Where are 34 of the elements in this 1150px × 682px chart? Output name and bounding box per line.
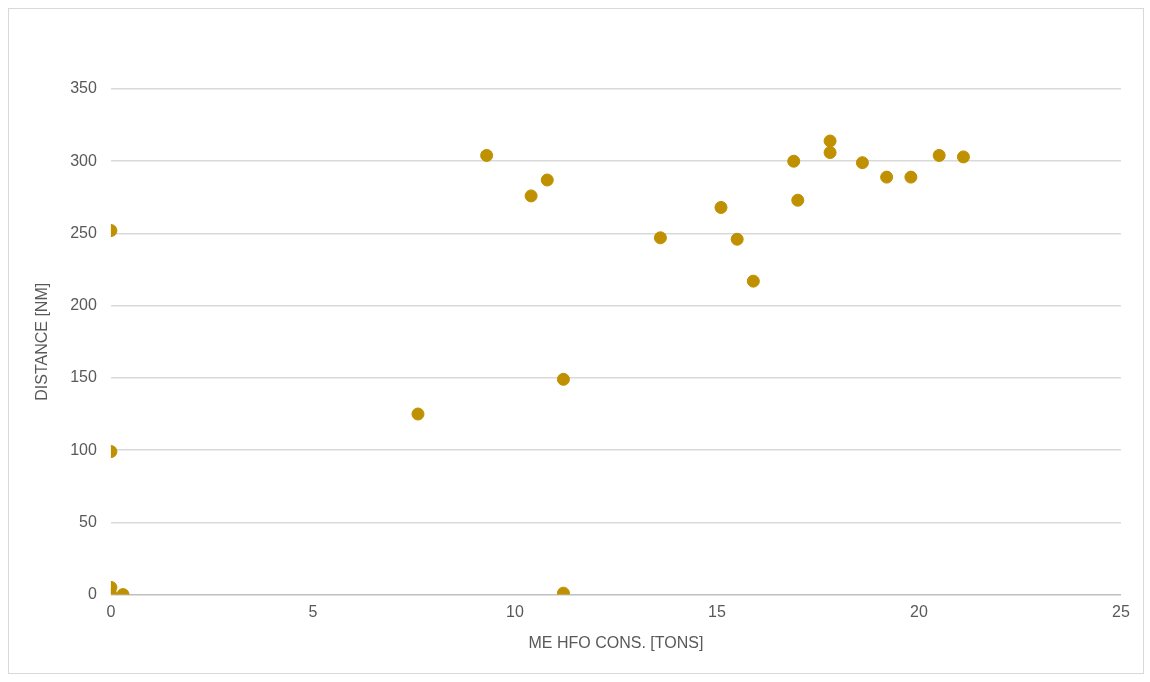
point bbox=[787, 154, 801, 168]
point bbox=[480, 148, 494, 162]
x-tick-label: 25 bbox=[1112, 602, 1130, 620]
point bbox=[524, 189, 538, 203]
point bbox=[730, 232, 744, 246]
point bbox=[556, 372, 570, 386]
y-tick-label: 200 bbox=[70, 296, 97, 314]
y-tick-label: 100 bbox=[70, 440, 97, 458]
y-tick-label: 350 bbox=[70, 79, 97, 97]
y-tick-label: 250 bbox=[70, 223, 97, 241]
y-tick-label: 0 bbox=[87, 585, 97, 603]
point bbox=[956, 150, 970, 164]
point bbox=[714, 200, 728, 214]
y-axis-title: DISTANCE [NM] bbox=[33, 282, 51, 401]
x-tick-label: 10 bbox=[506, 602, 524, 620]
point bbox=[746, 274, 760, 288]
point bbox=[880, 170, 894, 184]
point bbox=[791, 193, 805, 207]
point bbox=[540, 173, 554, 187]
point bbox=[855, 156, 869, 170]
y-tick-label: 300 bbox=[70, 151, 97, 169]
point bbox=[411, 407, 425, 421]
x-tick-label: 5 bbox=[308, 602, 318, 620]
x-tick-label: 20 bbox=[910, 602, 928, 620]
point bbox=[823, 134, 837, 148]
x-tick-label: 15 bbox=[708, 602, 726, 620]
point bbox=[932, 148, 946, 162]
point bbox=[904, 170, 918, 184]
x-tick-label: 0 bbox=[106, 602, 116, 620]
x-axis-title: ME HFO CONS. [TONS] bbox=[528, 633, 704, 651]
y-tick-label: 50 bbox=[79, 512, 97, 530]
point bbox=[653, 231, 667, 245]
point bbox=[823, 146, 837, 160]
y-tick-label: 150 bbox=[70, 368, 97, 386]
